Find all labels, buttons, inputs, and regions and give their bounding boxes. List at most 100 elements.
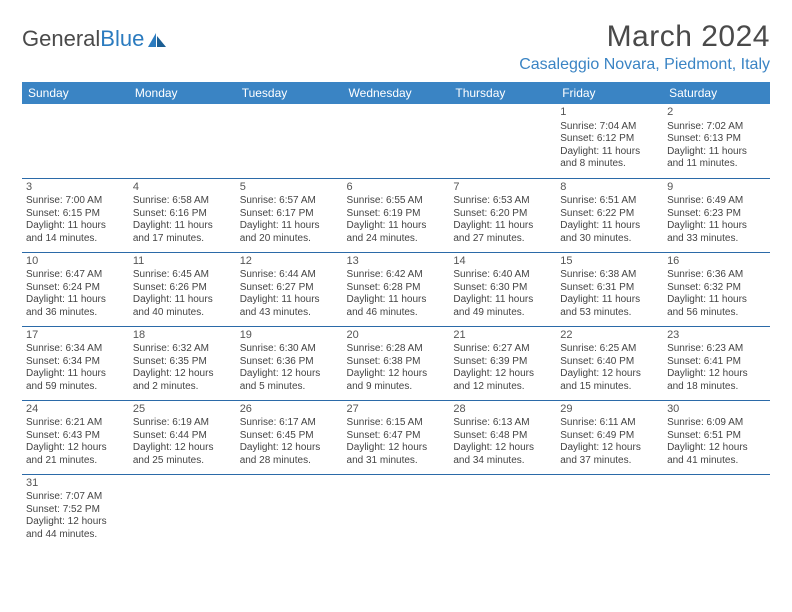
calendar-day-cell: 11Sunrise: 6:45 AMSunset: 6:26 PMDayligh… — [129, 252, 236, 326]
sunset-text: Sunset: 6:39 PM — [453, 356, 552, 369]
calendar-day-cell: 7Sunrise: 6:53 AMSunset: 6:20 PMDaylight… — [449, 178, 556, 252]
calendar-day-cell: 22Sunrise: 6:25 AMSunset: 6:40 PMDayligh… — [556, 326, 663, 400]
sunset-text: Sunset: 6:20 PM — [453, 208, 552, 221]
brand-logo: GeneralBlue — [22, 26, 168, 52]
calendar-day-cell: 10Sunrise: 6:47 AMSunset: 6:24 PMDayligh… — [22, 252, 129, 326]
sunset-text: Sunset: 6:51 PM — [667, 430, 766, 443]
daylight-text: Daylight: 11 hours — [133, 294, 232, 307]
day-number: 6 — [347, 181, 446, 195]
sunrise-text: Sunrise: 6:45 AM — [133, 269, 232, 282]
daylight-text: Daylight: 12 hours — [560, 368, 659, 381]
sunrise-text: Sunrise: 6:09 AM — [667, 417, 766, 430]
calendar-day-cell — [236, 474, 343, 548]
calendar-day-cell: 1Sunrise: 7:04 AMSunset: 6:12 PMDaylight… — [556, 104, 663, 178]
sunset-text: Sunset: 6:32 PM — [667, 282, 766, 295]
sunrise-text: Sunrise: 6:40 AM — [453, 269, 552, 282]
location-subtitle: Casaleggio Novara, Piedmont, Italy — [519, 56, 770, 74]
day-number: 1 — [560, 106, 659, 120]
calendar-week-row: 24Sunrise: 6:21 AMSunset: 6:43 PMDayligh… — [22, 400, 770, 474]
sunrise-text: Sunrise: 7:00 AM — [26, 195, 125, 208]
daylight-text: Daylight: 11 hours — [26, 368, 125, 381]
daylight-text: and 9 minutes. — [347, 381, 446, 394]
sunset-text: Sunset: 6:35 PM — [133, 356, 232, 369]
daylight-text: and 56 minutes. — [667, 307, 766, 320]
sunset-text: Sunset: 6:47 PM — [347, 430, 446, 443]
daylight-text: and 11 minutes. — [667, 158, 766, 171]
daylight-text: and 14 minutes. — [26, 233, 125, 246]
sunset-text: Sunset: 6:12 PM — [560, 133, 659, 146]
daylight-text: Daylight: 11 hours — [560, 146, 659, 159]
daylight-text: Daylight: 11 hours — [560, 294, 659, 307]
sunrise-text: Sunrise: 6:30 AM — [240, 343, 339, 356]
daylight-text: Daylight: 11 hours — [26, 220, 125, 233]
sunrise-text: Sunrise: 6:53 AM — [453, 195, 552, 208]
calendar-day-cell: 29Sunrise: 6:11 AMSunset: 6:49 PMDayligh… — [556, 400, 663, 474]
sunrise-text: Sunrise: 6:17 AM — [240, 417, 339, 430]
sunrise-text: Sunrise: 6:27 AM — [453, 343, 552, 356]
sunset-text: Sunset: 6:41 PM — [667, 356, 766, 369]
daylight-text: Daylight: 12 hours — [453, 368, 552, 381]
daylight-text: and 31 minutes. — [347, 455, 446, 468]
day-number: 3 — [26, 181, 125, 195]
sunset-text: Sunset: 6:34 PM — [26, 356, 125, 369]
daylight-text: Daylight: 11 hours — [347, 294, 446, 307]
sunrise-text: Sunrise: 6:38 AM — [560, 269, 659, 282]
daylight-text: and 5 minutes. — [240, 381, 339, 394]
sunrise-text: Sunrise: 6:21 AM — [26, 417, 125, 430]
sunrise-text: Sunrise: 6:58 AM — [133, 195, 232, 208]
calendar-page: GeneralBlue March 2024 Casaleggio Novara… — [0, 0, 792, 558]
sunrise-text: Sunrise: 6:57 AM — [240, 195, 339, 208]
sunrise-text: Sunrise: 7:04 AM — [560, 121, 659, 134]
calendar-day-cell: 2Sunrise: 7:02 AMSunset: 6:13 PMDaylight… — [663, 104, 770, 178]
daylight-text: Daylight: 11 hours — [26, 294, 125, 307]
daylight-text: and 40 minutes. — [133, 307, 232, 320]
sunset-text: Sunset: 6:22 PM — [560, 208, 659, 221]
daylight-text: Daylight: 12 hours — [240, 442, 339, 455]
sunset-text: Sunset: 6:30 PM — [453, 282, 552, 295]
daylight-text: Daylight: 11 hours — [667, 146, 766, 159]
daylight-text: and 37 minutes. — [560, 455, 659, 468]
calendar-day-cell: 24Sunrise: 6:21 AMSunset: 6:43 PMDayligh… — [22, 400, 129, 474]
sunset-text: Sunset: 6:40 PM — [560, 356, 659, 369]
sunrise-text: Sunrise: 6:34 AM — [26, 343, 125, 356]
title-block: March 2024 Casaleggio Novara, Piedmont, … — [519, 20, 770, 74]
day-number: 2 — [667, 106, 766, 120]
sunrise-text: Sunrise: 6:13 AM — [453, 417, 552, 430]
brand-part1: General — [22, 26, 100, 52]
daylight-text: Daylight: 11 hours — [240, 220, 339, 233]
day-number: 19 — [240, 329, 339, 343]
day-number: 30 — [667, 403, 766, 417]
calendar-day-cell: 19Sunrise: 6:30 AMSunset: 6:36 PMDayligh… — [236, 326, 343, 400]
sunrise-text: Sunrise: 6:28 AM — [347, 343, 446, 356]
day-number: 14 — [453, 255, 552, 269]
day-number: 26 — [240, 403, 339, 417]
sunset-text: Sunset: 6:49 PM — [560, 430, 659, 443]
sunset-text: Sunset: 6:38 PM — [347, 356, 446, 369]
sunset-text: Sunset: 6:48 PM — [453, 430, 552, 443]
daylight-text: Daylight: 12 hours — [133, 368, 232, 381]
calendar-day-cell — [343, 474, 450, 548]
calendar-body: 1Sunrise: 7:04 AMSunset: 6:12 PMDaylight… — [22, 104, 770, 548]
sunset-text: Sunset: 6:31 PM — [560, 282, 659, 295]
sunset-text: Sunset: 6:15 PM — [26, 208, 125, 221]
sunset-text: Sunset: 6:19 PM — [347, 208, 446, 221]
sunset-text: Sunset: 6:44 PM — [133, 430, 232, 443]
daylight-text: Daylight: 11 hours — [667, 220, 766, 233]
weekday-header: Thursday — [449, 82, 556, 104]
weekday-header: Monday — [129, 82, 236, 104]
calendar-week-row: 3Sunrise: 7:00 AMSunset: 6:15 PMDaylight… — [22, 178, 770, 252]
sunrise-text: Sunrise: 6:11 AM — [560, 417, 659, 430]
day-number: 7 — [453, 181, 552, 195]
daylight-text: Daylight: 12 hours — [667, 368, 766, 381]
calendar-day-cell — [343, 104, 450, 178]
calendar-day-cell: 17Sunrise: 6:34 AMSunset: 6:34 PMDayligh… — [22, 326, 129, 400]
calendar-day-cell: 12Sunrise: 6:44 AMSunset: 6:27 PMDayligh… — [236, 252, 343, 326]
calendar-day-cell: 21Sunrise: 6:27 AMSunset: 6:39 PMDayligh… — [449, 326, 556, 400]
daylight-text: and 21 minutes. — [26, 455, 125, 468]
day-number: 9 — [667, 181, 766, 195]
day-number: 24 — [26, 403, 125, 417]
calendar-day-cell: 5Sunrise: 6:57 AMSunset: 6:17 PMDaylight… — [236, 178, 343, 252]
day-number: 16 — [667, 255, 766, 269]
day-number: 23 — [667, 329, 766, 343]
daylight-text: and 46 minutes. — [347, 307, 446, 320]
